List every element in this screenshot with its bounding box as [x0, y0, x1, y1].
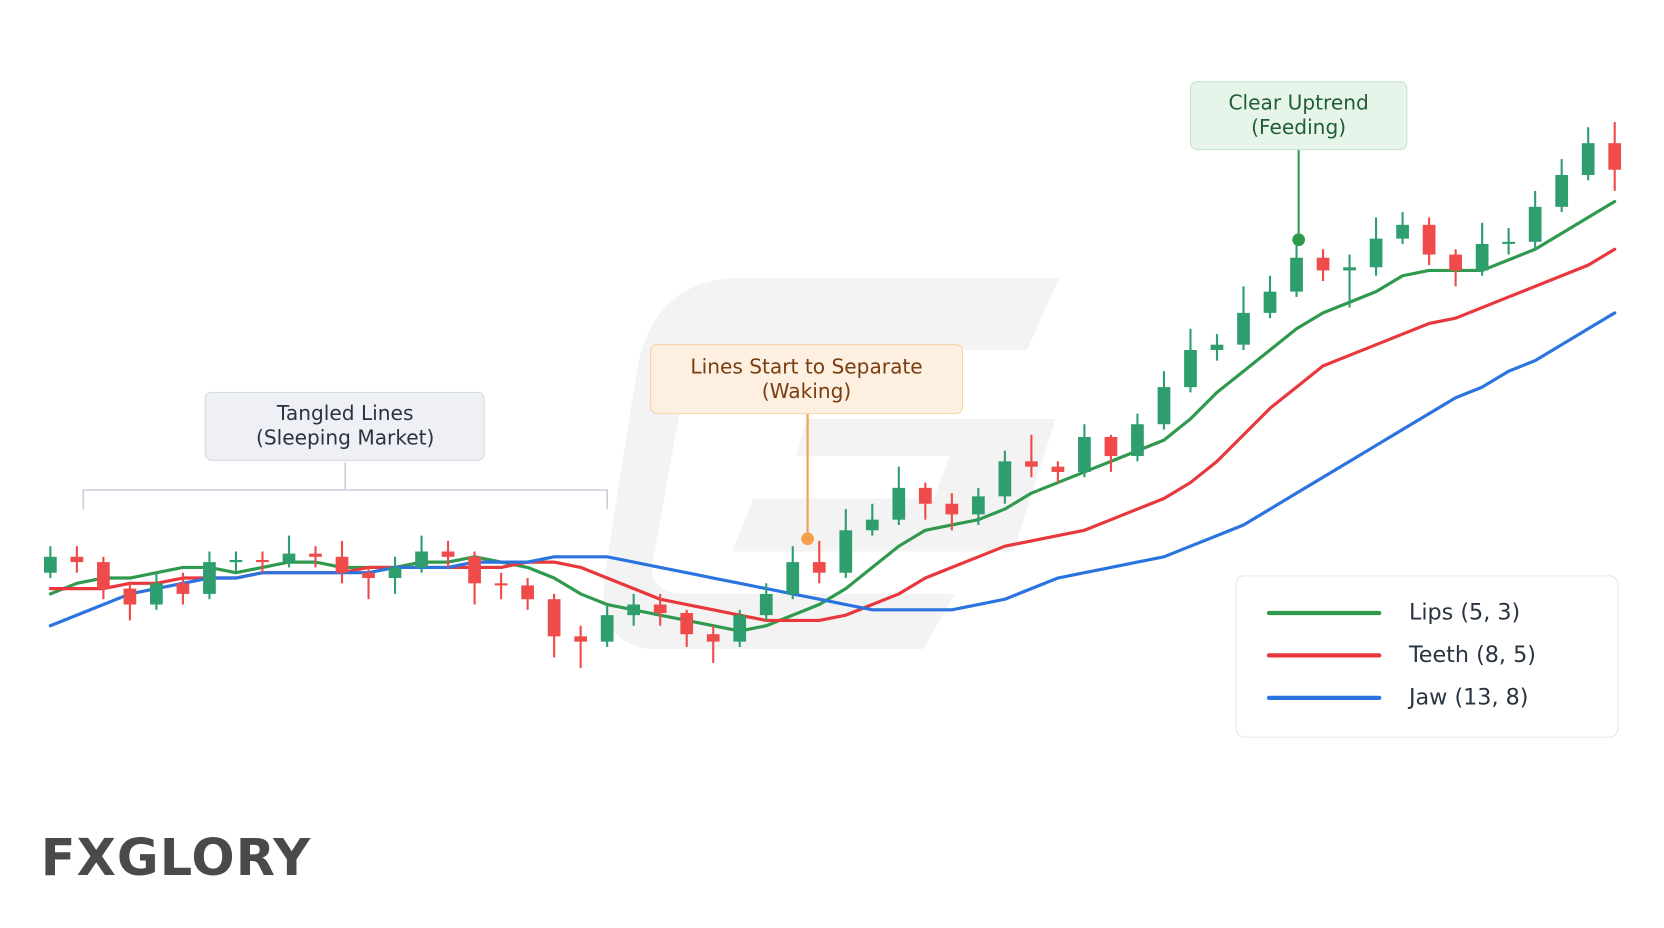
candle-body — [627, 604, 641, 616]
candle-body — [123, 588, 137, 605]
candle-body — [812, 562, 826, 573]
line-series — [48, 311, 1617, 628]
connector-dot — [801, 532, 814, 546]
candle-body — [865, 519, 879, 531]
candle-body — [1184, 349, 1197, 388]
candle-body — [70, 556, 84, 563]
candle-body — [43, 556, 57, 573]
annotation-box — [1189, 81, 1408, 151]
candle-body — [1104, 436, 1118, 457]
candle-body — [600, 615, 614, 642]
candle-body — [1581, 143, 1595, 175]
candle-body — [1369, 238, 1383, 268]
candle-body — [229, 559, 243, 563]
candle-body — [1449, 254, 1462, 271]
candle-body — [1475, 243, 1489, 271]
logo: FXGLORY — [41, 829, 311, 888]
line-series — [48, 199, 1617, 633]
candle-body — [1396, 224, 1409, 239]
candle-body — [1263, 291, 1277, 313]
candle-body — [971, 496, 985, 515]
candle-body — [176, 583, 190, 594]
candle-body — [1608, 143, 1622, 170]
legend-label: Jaw (13, 8) — [1407, 684, 1529, 710]
candle-body — [521, 585, 534, 600]
annotation-text: Clear Uptrend — [1229, 90, 1369, 114]
candle-body — [335, 556, 349, 573]
legend-label: Lips (5, 3) — [1409, 600, 1520, 626]
candle-body — [1025, 461, 1038, 467]
candle-body — [1237, 312, 1250, 345]
annotation-text: (Waking) — [762, 379, 852, 403]
annotation-text: (Sleeping Market) — [256, 426, 434, 450]
annotation-box — [650, 344, 963, 415]
candle-body — [388, 567, 402, 579]
candle-body — [1422, 224, 1436, 255]
candle-body — [1210, 344, 1224, 350]
candle-body — [1316, 257, 1330, 271]
candle-body — [706, 634, 720, 642]
candle-body — [839, 530, 853, 573]
connector-dot — [1292, 233, 1306, 247]
candle-body — [309, 553, 322, 557]
bracket — [82, 462, 608, 510]
candle-body — [759, 593, 773, 616]
annotation-text: Lines Start to Separate — [690, 355, 922, 379]
candle-body — [362, 572, 375, 579]
candle-body — [468, 556, 481, 584]
candle-body — [680, 613, 694, 635]
candle-body — [547, 599, 561, 637]
candle-body — [918, 487, 932, 504]
candle-body — [1157, 387, 1171, 425]
candle-body — [998, 461, 1012, 497]
annotation-box — [204, 391, 485, 461]
candle-body — [441, 551, 455, 557]
candle-body — [494, 583, 508, 586]
legend-label: Teeth (8, 5) — [1408, 642, 1536, 668]
candle-body — [1555, 174, 1569, 207]
candle-body — [150, 583, 163, 605]
annotation-text: (Feeding) — [1251, 115, 1346, 139]
candle-body — [574, 636, 588, 642]
watermark — [603, 277, 1059, 650]
candle-body — [892, 487, 906, 520]
candle-body — [256, 559, 269, 563]
candle-body — [203, 562, 216, 594]
candle-body — [1131, 424, 1144, 457]
candle-body — [733, 615, 747, 642]
candle-body — [1290, 257, 1303, 292]
candle-body — [282, 553, 296, 563]
candle-body — [1051, 466, 1065, 472]
candle-body — [945, 503, 959, 515]
candle-body — [1078, 436, 1091, 472]
candle-body — [786, 562, 800, 594]
candle-body — [653, 604, 667, 614]
candle-body — [1343, 267, 1356, 271]
plot — [43, 121, 1622, 669]
legend-items: Lips (5, 3) Teeth (8, 5) Jaw (13, 8) — [1266, 600, 1536, 710]
candle-body — [97, 562, 110, 589]
candle-body — [415, 551, 428, 568]
candle-body — [1528, 206, 1542, 242]
annotation-text: Tangled Lines — [276, 401, 414, 425]
candle-body — [1502, 241, 1516, 244]
